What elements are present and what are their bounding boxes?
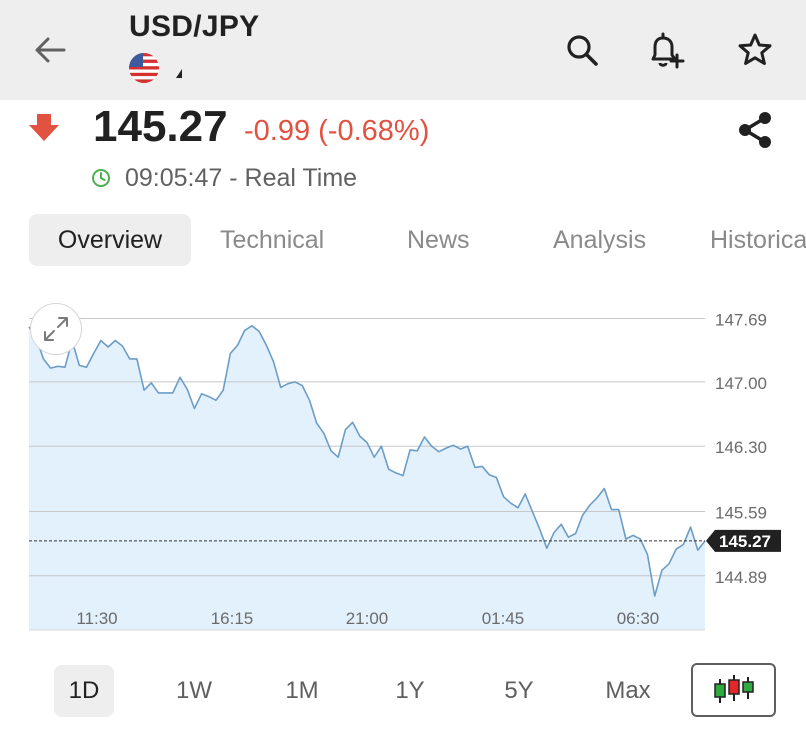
x-tick-label: 11:30 bbox=[76, 609, 117, 628]
top-app-bar: USD/JPY bbox=[0, 0, 806, 100]
back-button[interactable] bbox=[26, 30, 74, 70]
search-icon bbox=[567, 35, 598, 66]
price-chart[interactable]: 147.69 147.00 146.30 145.59 144.89 145.27 11:3… bbox=[0, 290, 806, 640]
quote-time: 09:05:47 - Real Time bbox=[125, 164, 358, 192]
x-tick-label: 01:45 bbox=[482, 609, 525, 628]
tab-analysis[interactable]: Analysis bbox=[553, 226, 647, 254]
share-icon bbox=[739, 112, 771, 148]
candlestick-chart-icon bbox=[713, 675, 754, 703]
time-range-selector: 1D 1W 1M 1Y 5Y Max bbox=[0, 662, 806, 718]
range-5y[interactable]: 5Y bbox=[504, 677, 534, 704]
flag-dropdown-caret[interactable] bbox=[176, 69, 182, 78]
chart-type-button[interactable] bbox=[691, 663, 776, 717]
range-max[interactable]: Max bbox=[605, 677, 651, 704]
favorite-button[interactable] bbox=[733, 28, 777, 72]
x-tick-label: 21:00 bbox=[346, 609, 389, 628]
chart-area-fill bbox=[29, 325, 705, 630]
instrument-title: USD/JPY bbox=[129, 10, 260, 43]
add-alert-icon bbox=[651, 32, 685, 69]
tab-historical-data[interactable]: Historical Data bbox=[710, 226, 806, 254]
y-tick-label: 145.59 bbox=[715, 503, 767, 522]
arrow-left-icon bbox=[35, 37, 66, 63]
us-flag-icon[interactable] bbox=[129, 53, 159, 83]
range-1y[interactable]: 1Y bbox=[395, 677, 425, 704]
current-price-label: 145.27 bbox=[719, 532, 771, 551]
add-alert-button[interactable] bbox=[645, 28, 689, 72]
star-icon bbox=[738, 33, 772, 65]
range-1m[interactable]: 1M bbox=[285, 677, 319, 704]
y-tick-label: 147.00 bbox=[715, 374, 767, 393]
share-button[interactable] bbox=[733, 108, 777, 152]
price-series-line bbox=[28, 324, 706, 597]
current-price-tag bbox=[706, 529, 781, 552]
y-tick-label: 146.30 bbox=[715, 438, 767, 457]
x-tick-label: 16:15 bbox=[211, 609, 254, 628]
down-arrow-icon bbox=[28, 112, 60, 147]
y-tick-label: 144.89 bbox=[715, 568, 767, 587]
section-tabs: Overview Technical News Analysis Histori… bbox=[0, 214, 806, 268]
range-1d[interactable]: 1D bbox=[54, 665, 114, 717]
clock-icon bbox=[91, 168, 111, 193]
expand-chart-button[interactable] bbox=[30, 303, 82, 355]
search-button[interactable] bbox=[560, 28, 604, 72]
x-tick-label: 06:30 bbox=[617, 609, 660, 628]
last-price: 145.27 bbox=[93, 102, 228, 151]
tab-news[interactable]: News bbox=[407, 226, 470, 254]
tab-overview[interactable]: Overview bbox=[29, 214, 191, 266]
tab-technical[interactable]: Technical bbox=[220, 226, 325, 254]
range-1w[interactable]: 1W bbox=[176, 677, 212, 704]
expand-icon bbox=[44, 317, 68, 341]
price-change: -0.99 (-0.68%) bbox=[244, 115, 430, 147]
y-tick-label: 147.69 bbox=[715, 310, 767, 329]
